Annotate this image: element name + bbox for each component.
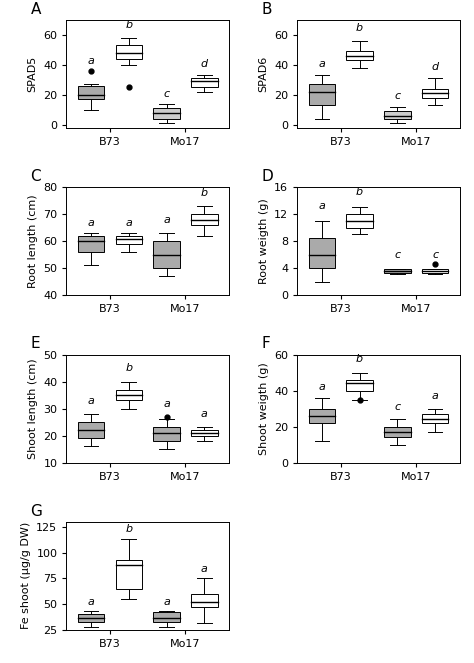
Bar bbox=[422, 414, 448, 423]
Y-axis label: Root length (cm): Root length (cm) bbox=[27, 194, 37, 288]
Text: a: a bbox=[88, 396, 94, 406]
Bar bbox=[384, 111, 410, 119]
Bar bbox=[384, 269, 410, 273]
Bar bbox=[309, 408, 335, 423]
Bar bbox=[153, 428, 180, 441]
Bar bbox=[346, 214, 373, 227]
Text: a: a bbox=[201, 564, 208, 574]
Text: F: F bbox=[262, 336, 270, 351]
Text: c: c bbox=[394, 250, 401, 260]
Text: a: a bbox=[88, 56, 94, 66]
Text: a: a bbox=[163, 215, 170, 225]
Bar bbox=[116, 560, 142, 589]
Bar bbox=[346, 380, 373, 391]
Text: a: a bbox=[163, 597, 170, 607]
Text: d: d bbox=[201, 60, 208, 70]
Y-axis label: Fe shoot (μg/g DW): Fe shoot (μg/g DW) bbox=[21, 522, 31, 629]
Bar bbox=[384, 426, 410, 438]
Bar bbox=[153, 613, 180, 622]
Text: c: c bbox=[394, 402, 401, 412]
Text: a: a bbox=[432, 391, 438, 401]
Bar bbox=[116, 390, 142, 400]
Bar bbox=[309, 84, 335, 105]
Text: G: G bbox=[31, 504, 43, 518]
Y-axis label: Shoot weigth (g): Shoot weigth (g) bbox=[258, 362, 268, 455]
Text: b: b bbox=[356, 353, 363, 363]
Bar bbox=[78, 422, 104, 438]
Text: b: b bbox=[356, 23, 363, 33]
Bar bbox=[422, 89, 448, 98]
Text: E: E bbox=[31, 336, 40, 351]
Bar bbox=[153, 241, 180, 269]
Text: c: c bbox=[164, 90, 170, 99]
Y-axis label: SPAD6: SPAD6 bbox=[258, 56, 268, 92]
Y-axis label: Shoot length (cm): Shoot length (cm) bbox=[27, 358, 37, 459]
Bar bbox=[191, 594, 218, 607]
Bar bbox=[191, 430, 218, 436]
Text: c: c bbox=[394, 91, 401, 101]
Bar bbox=[191, 214, 218, 225]
Text: a: a bbox=[319, 201, 325, 211]
Text: d: d bbox=[432, 62, 439, 72]
Bar bbox=[346, 51, 373, 60]
Bar bbox=[153, 108, 180, 119]
Bar bbox=[422, 269, 448, 273]
Text: b: b bbox=[125, 524, 132, 534]
Text: b: b bbox=[125, 363, 132, 373]
Text: A: A bbox=[31, 1, 41, 17]
Text: b: b bbox=[125, 21, 132, 30]
Bar bbox=[116, 236, 142, 244]
Bar bbox=[191, 78, 218, 88]
Text: a: a bbox=[88, 597, 94, 607]
Text: c: c bbox=[432, 250, 438, 260]
Y-axis label: SPAD5: SPAD5 bbox=[27, 56, 37, 92]
Text: a: a bbox=[201, 409, 208, 419]
Text: C: C bbox=[31, 169, 41, 184]
Bar bbox=[116, 45, 142, 59]
Bar bbox=[78, 236, 104, 252]
Text: a: a bbox=[319, 60, 325, 70]
Text: a: a bbox=[88, 217, 94, 227]
Bar bbox=[78, 615, 104, 622]
Text: b: b bbox=[201, 188, 208, 198]
Text: a: a bbox=[319, 383, 325, 392]
Text: a: a bbox=[125, 217, 132, 227]
Text: a: a bbox=[163, 398, 170, 408]
Text: D: D bbox=[262, 169, 273, 184]
Text: b: b bbox=[356, 188, 363, 198]
Bar bbox=[309, 238, 335, 269]
Y-axis label: Root weigth (g): Root weigth (g) bbox=[258, 198, 268, 284]
Bar bbox=[78, 86, 104, 99]
Text: B: B bbox=[262, 1, 272, 17]
